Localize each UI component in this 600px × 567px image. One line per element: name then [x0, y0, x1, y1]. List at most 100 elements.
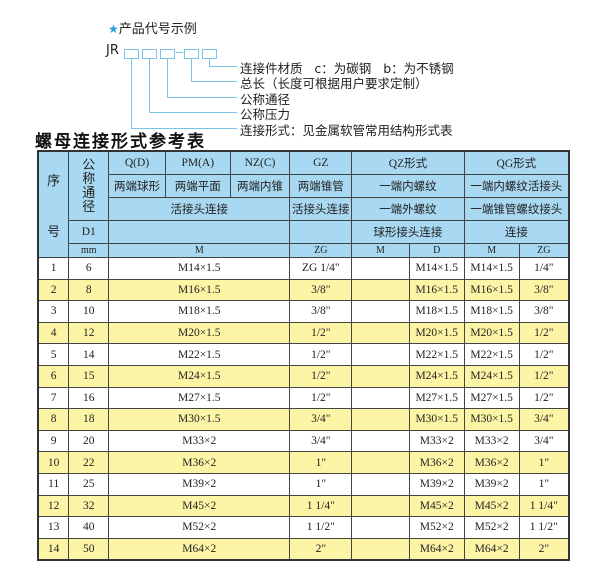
cell-qg-zg: 3/8" — [518, 278, 570, 302]
cell-zg: 1/2" — [289, 321, 353, 345]
cell-d1: 25 — [68, 472, 110, 496]
cell-m: M30×1.5 — [108, 408, 291, 431]
cell-d1: 14 — [68, 343, 110, 366]
cell-qg-zg: 1 1/4" — [518, 494, 570, 518]
cell-qz-d: M24×1.5 — [408, 364, 465, 388]
table-row: 3 10 M18×1.5 3/8" M18×1.5 M18×1.5 3/8" — [37, 300, 570, 323]
cell-no: 6 — [37, 364, 70, 388]
header-qz: QZ形式 — [351, 150, 465, 175]
cell-m: M20×1.5 — [108, 321, 291, 345]
code-box-pressure — [142, 49, 157, 59]
cell-qg-m: M33×2 — [463, 429, 520, 453]
cell-qz-d: M45×2 — [408, 494, 465, 518]
cell-d1: 6 — [68, 257, 110, 280]
cell-qg-m: M16×1.5 — [463, 278, 520, 302]
leader-line — [167, 59, 168, 97]
cell-m: M24×1.5 — [108, 364, 291, 388]
cell-zg: 1/2" — [289, 386, 353, 410]
cell-zg: 1 1/2" — [289, 516, 353, 539]
header-m: M — [108, 243, 291, 258]
header-qz-desc3: 球形接头连接 — [351, 220, 465, 244]
cell-qg-zg: 1 1/2" — [518, 516, 570, 539]
table-row: 8 18 M30×1.5 3/4" M30×1.5 M30×1.5 3/4" — [37, 408, 570, 431]
leader-line — [191, 59, 192, 81]
cell-zg: 1" — [289, 451, 353, 474]
header-q: Q(D) — [108, 150, 166, 175]
table-row: 5 14 M22×1.5 1/2" M22×1.5 M22×1.5 1/2" — [37, 343, 570, 366]
cell-d1: 16 — [68, 386, 110, 410]
cell-qz-d: M27×1.5 — [408, 386, 465, 410]
cell-qz-d: M39×2 — [408, 472, 465, 496]
header-union1: 活接头连接 — [108, 197, 291, 221]
header-qg-desc1: 一端内螺纹活接头 — [463, 174, 570, 198]
cell-m: M64×2 — [108, 537, 291, 561]
cell-qg-m: M14×1.5 — [463, 257, 520, 280]
cell-zg: 1 1/4" — [289, 494, 353, 518]
cell-zg: 3/4" — [289, 429, 353, 453]
cell-qg-zg: 1/4" — [518, 257, 570, 280]
example-title-text: 产品代号示例 — [118, 22, 197, 37]
cell-qz-m — [351, 300, 410, 323]
cell-qg-m: M22×1.5 — [463, 343, 520, 366]
header-gz: GZ — [289, 150, 353, 175]
table-row: 11 25 M39×2 1" M39×2 M39×2 1" — [37, 472, 570, 496]
table-row: 7 16 M27×1.5 1/2" M27×1.5 M27×1.5 1/2" — [37, 386, 570, 410]
cell-qg-zg: 1" — [518, 451, 570, 474]
cell-qz-m — [351, 494, 410, 518]
cell-qz-m — [351, 343, 410, 366]
header-qz-m: M — [351, 243, 410, 258]
cell-qz-d: M16×1.5 — [408, 278, 465, 302]
cell-qz-m — [351, 451, 410, 474]
code-dash — [176, 52, 183, 53]
nut-connection-table: 序 号 公称通径 Q(D) PM(A) NZ(C) GZ QZ形式 QG形式 两… — [37, 150, 570, 562]
cell-qz-m — [351, 278, 410, 302]
cell-qz-m — [351, 429, 410, 453]
leader-line — [149, 59, 150, 112]
cell-qg-m: M39×2 — [463, 472, 520, 496]
label-pressure: 公称压力 — [240, 107, 291, 122]
cell-no: 1 — [37, 257, 70, 280]
cell-m: M52×2 — [108, 516, 291, 539]
cell-m: M36×2 — [108, 451, 291, 474]
cell-no: 13 — [37, 516, 70, 539]
code-box-diameter — [160, 49, 175, 59]
cell-qg-m: M36×2 — [463, 451, 520, 474]
leader-line — [209, 59, 210, 66]
header-qz-desc1: 一端内螺纹 — [351, 174, 465, 198]
cell-qg-zg: 1/2" — [518, 321, 570, 345]
table-row: 12 32 M45×2 1 1/4" M45×2 M45×2 1 1/4" — [37, 494, 570, 518]
cell-no: 9 — [37, 429, 70, 453]
code-box-length — [184, 49, 199, 59]
cell-no: 10 — [37, 451, 70, 474]
cell-zg: 3/4" — [289, 408, 353, 431]
cell-qg-zg: 1" — [518, 472, 570, 496]
cell-m: M33×2 — [108, 429, 291, 453]
cell-qz-m — [351, 537, 410, 561]
header-d1: D1 — [68, 220, 110, 244]
cell-qz-d: M33×2 — [408, 429, 465, 453]
cell-qg-m: M27×1.5 — [463, 386, 520, 410]
header-qg-m: M — [463, 243, 520, 258]
cell-no: 14 — [37, 537, 70, 561]
cell-qg-zg: 3/4" — [518, 429, 570, 453]
label-material: 连接件材质 c：为碳钢 b：为不锈钢 — [240, 61, 454, 76]
header-qg-desc3: 连接 — [463, 220, 570, 244]
header-q-desc: 两端球形 — [108, 174, 166, 198]
cell-qz-d: M14×1.5 — [408, 257, 465, 280]
leader-line — [131, 59, 132, 128]
cell-zg: 1" — [289, 472, 353, 496]
cell-qg-m: M18×1.5 — [463, 300, 520, 323]
header-qz-d: D — [408, 243, 465, 258]
header-pm-desc: 两端平面 — [164, 174, 231, 198]
leader-line — [131, 128, 237, 129]
cell-qg-zg: 3/8" — [518, 300, 570, 323]
cell-no: 3 — [37, 300, 70, 323]
header-zg: ZG — [289, 243, 353, 258]
cell-m: M18×1.5 — [108, 300, 291, 323]
header-qz-desc2: 一端外螺纹 — [351, 197, 465, 221]
cell-qg-m: M52×2 — [463, 516, 520, 539]
header-nz-desc: 两端内锥 — [229, 174, 291, 198]
cell-zg: 3/8" — [289, 278, 353, 302]
cell-qz-m — [351, 257, 410, 280]
cell-qg-zg: 2" — [518, 537, 570, 561]
